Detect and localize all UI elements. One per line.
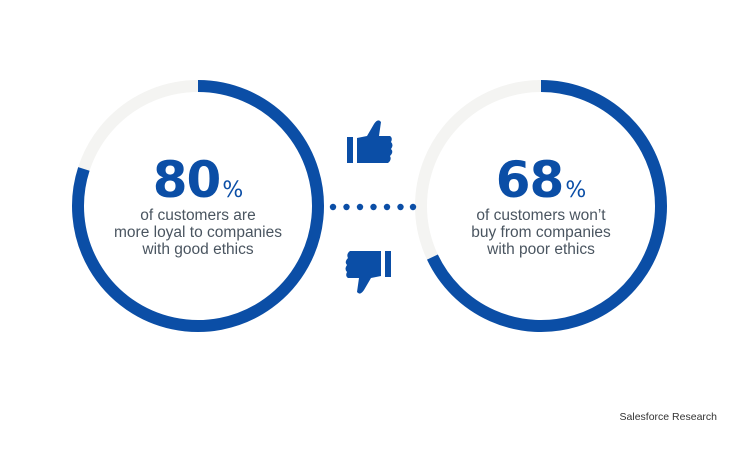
stat-right: 68% of customers won’t buy from companie… bbox=[431, 155, 651, 258]
desc-line: with poor ethics bbox=[487, 241, 595, 258]
ring-68-percent bbox=[415, 80, 667, 332]
desc-line: of customers won’t bbox=[476, 207, 606, 224]
desc-line: with good ethics bbox=[142, 241, 254, 258]
connector-dot bbox=[383, 203, 391, 211]
stat-left: 80% of customers are more loyal to compa… bbox=[88, 155, 308, 258]
stat-value: 68% bbox=[431, 155, 651, 205]
thumbs-down-icon bbox=[345, 251, 391, 294]
connector-dot bbox=[397, 203, 404, 211]
desc-line: of customers are bbox=[140, 207, 256, 224]
dotted-connector bbox=[329, 203, 417, 211]
ring-progress-arc bbox=[72, 80, 324, 332]
stat-description: of customers are more loyal to companies… bbox=[88, 207, 308, 258]
desc-line: more loyal to companies bbox=[114, 224, 282, 241]
stat-description: of customers won’t buy from companies wi… bbox=[431, 207, 651, 258]
connector-dot bbox=[329, 203, 337, 211]
connector-dot bbox=[409, 203, 417, 211]
percent-sign: % bbox=[222, 178, 244, 203]
stat-number: 80 bbox=[152, 151, 222, 209]
stat-number: 68 bbox=[495, 151, 565, 209]
desc-line: buy from companies bbox=[471, 224, 611, 241]
connector-dot bbox=[356, 203, 364, 211]
stat-value: 80% bbox=[88, 155, 308, 205]
ring-80-percent bbox=[72, 80, 324, 332]
connector-dot bbox=[370, 203, 377, 211]
thumbs-up-icon bbox=[347, 120, 393, 163]
connector-dot bbox=[343, 203, 350, 211]
percent-sign: % bbox=[565, 178, 587, 203]
ring-progress-arc bbox=[426, 80, 667, 332]
source-credit: Salesforce Research bbox=[619, 411, 717, 423]
